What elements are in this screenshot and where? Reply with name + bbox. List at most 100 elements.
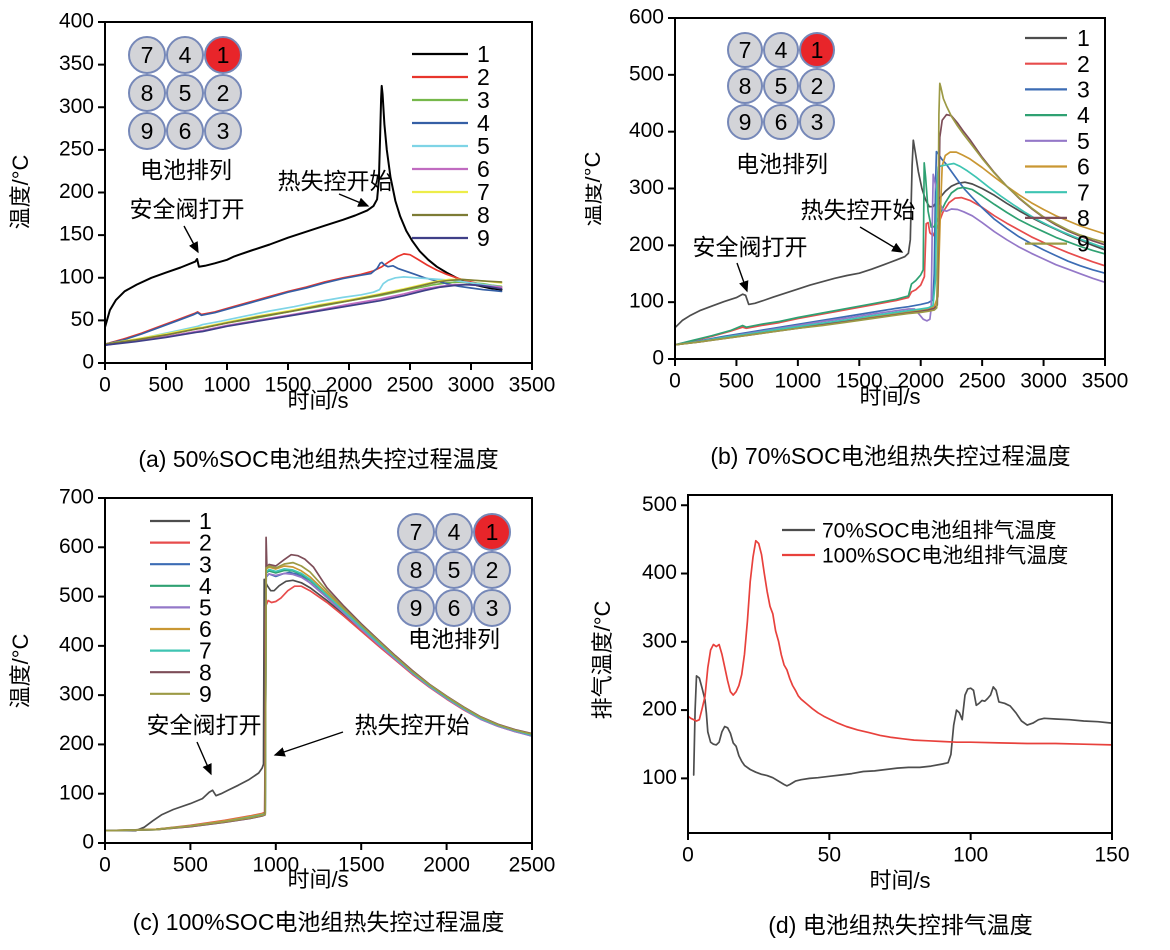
battery-cell-2 bbox=[204, 74, 242, 112]
legend-label: 8 bbox=[1077, 205, 1090, 231]
battery-cell-number: 3 bbox=[811, 109, 824, 135]
legend-label: 70%SOC电池组排气温度 bbox=[822, 519, 1057, 542]
annotation-text: 安全阀打开 bbox=[130, 196, 245, 222]
chart-a-caption: (a) 50%SOC电池组热失控过程温度 bbox=[138, 446, 499, 472]
x-tick-label: 3000 bbox=[1020, 369, 1067, 392]
x-tick-label: 500 bbox=[719, 369, 754, 392]
legend-label: 5 bbox=[1077, 128, 1090, 154]
annotation-text: 热失控开始 bbox=[801, 197, 916, 223]
x-tick-label: 3500 bbox=[1082, 369, 1129, 392]
annotation-text: 安全阀打开 bbox=[693, 234, 808, 260]
annotation-arrow bbox=[273, 731, 344, 757]
battery-cell-number: 9 bbox=[141, 118, 154, 144]
panel-chart-b: 0 500 1000 1500 2000 2500 3000 3500 0 100 200 300 40… bbox=[585, 0, 1170, 475]
plot-border bbox=[104, 497, 533, 844]
battery-cell-4 bbox=[763, 32, 799, 68]
legend-label: 6 bbox=[1077, 154, 1090, 180]
battery-cell-number: 2 bbox=[486, 557, 499, 583]
x-tick-label: 1000 bbox=[252, 853, 299, 876]
series-line-8 bbox=[104, 278, 503, 346]
panel-chart-d: 0 50 100 150 100 200 300 400 500 时间/s 排气温度/°C 70%SO… bbox=[585, 475, 1170, 950]
y-axis-label: 温度/°C bbox=[8, 633, 33, 708]
battery-cell-7 bbox=[397, 513, 435, 551]
battery-cell-6 bbox=[763, 104, 799, 140]
y-axis-label: 排气温度/°C bbox=[590, 600, 615, 719]
legend-label: 5 bbox=[199, 594, 212, 620]
legend-label: 4 bbox=[477, 110, 490, 136]
y-tick-label: 100 bbox=[59, 265, 94, 288]
annotation-text: 热失控开始 bbox=[355, 712, 470, 738]
battery-cell-9 bbox=[128, 112, 166, 150]
y-tick-label: 100 bbox=[59, 781, 94, 804]
x-tick-label: 0 bbox=[682, 843, 694, 866]
battery-cell-number: 1 bbox=[486, 519, 499, 545]
x-tick-label: 2000 bbox=[897, 369, 944, 392]
legend-label: 7 bbox=[1077, 179, 1090, 205]
chart-c-caption: (c) 100%SOC电池组热失控过程温度 bbox=[132, 909, 505, 935]
battery-cell-number: 5 bbox=[179, 80, 192, 106]
x-tick-label: 500 bbox=[173, 853, 208, 876]
chart-b-caption: (b) 70%SOC电池组热失控过程温度 bbox=[710, 443, 1071, 469]
x-axis-label: 时间/s bbox=[859, 384, 920, 409]
y-tick-label: 100 bbox=[629, 290, 664, 313]
y-tick-label: 500 bbox=[629, 62, 664, 85]
series-line-9 bbox=[674, 82, 1106, 346]
annotation-arrow bbox=[859, 226, 904, 253]
battery-cell-8 bbox=[397, 551, 435, 589]
battery-cell-number: 7 bbox=[410, 519, 423, 545]
battery-cell-number: 8 bbox=[410, 557, 423, 583]
y-tick-label: 200 bbox=[59, 180, 94, 203]
x-tick-label: 1500 bbox=[265, 373, 312, 396]
chart-a-plot: 0 500 1000 1500 2000 2500 3000 3500 0 50 100 150 200… bbox=[8, 10, 556, 413]
battery-cell-3 bbox=[204, 112, 242, 150]
legend-label: 2 bbox=[1077, 51, 1090, 77]
battery-cell-number: 5 bbox=[775, 73, 788, 99]
series-line-2 bbox=[687, 539, 1113, 746]
legend-label: 7 bbox=[477, 179, 490, 205]
battery-cell-8 bbox=[727, 68, 763, 104]
battery-cell-5 bbox=[435, 551, 473, 589]
x-tick-label: 2500 bbox=[959, 369, 1006, 392]
y-tick-label: 200 bbox=[629, 233, 664, 256]
y-tick-label: 300 bbox=[642, 629, 677, 652]
battery-cell-number: 2 bbox=[217, 80, 230, 106]
y-tick-label: 300 bbox=[59, 683, 94, 706]
x-tick-label: 2000 bbox=[423, 853, 470, 876]
x-tick-label: 100 bbox=[953, 843, 988, 866]
legend-label: 3 bbox=[199, 551, 212, 577]
legend-label: 3 bbox=[477, 87, 490, 113]
legend-label: 100%SOC电池组排气温度 bbox=[822, 544, 1068, 567]
battery-cell-6 bbox=[166, 112, 204, 150]
legend-label: 4 bbox=[199, 573, 212, 599]
battery-cell-9 bbox=[727, 104, 763, 140]
battery-cell-8 bbox=[128, 74, 166, 112]
series-line-9 bbox=[104, 561, 533, 832]
battery-cell-number: 8 bbox=[739, 73, 752, 99]
y-axis-label: 温度/°C bbox=[585, 151, 605, 226]
annotation-arrow bbox=[196, 741, 212, 776]
x-tick-label: 500 bbox=[148, 373, 183, 396]
legend-label: 6 bbox=[477, 156, 490, 182]
battery-cell-number: 9 bbox=[410, 595, 423, 621]
y-tick-label: 600 bbox=[59, 535, 94, 558]
legend-label: 3 bbox=[1077, 76, 1090, 102]
legend-label: 8 bbox=[199, 659, 212, 685]
annotation-arrow bbox=[338, 193, 370, 207]
x-tick-label: 50 bbox=[818, 843, 841, 866]
battery-cell-9 bbox=[397, 589, 435, 627]
legend-label: 8 bbox=[477, 202, 490, 228]
battery-cell-number: 2 bbox=[811, 73, 824, 99]
x-axis-label: 时间/s bbox=[287, 867, 348, 892]
y-tick-label: 0 bbox=[82, 831, 94, 854]
y-tick-label: 400 bbox=[642, 561, 677, 584]
series-line-5 bbox=[674, 173, 1106, 346]
annotation-arrow bbox=[183, 225, 199, 254]
x-tick-label: 3500 bbox=[509, 373, 556, 396]
y-tick-label: 700 bbox=[59, 486, 94, 509]
chart-c-plot: 0 500 1000 1500 2000 2500 0 100 200 300 400 500 600 7… bbox=[8, 486, 555, 892]
series-line-9 bbox=[104, 283, 503, 346]
y-tick-label: 50 bbox=[71, 308, 94, 331]
y-tick-label: 200 bbox=[642, 698, 677, 721]
battery-cell-number: 8 bbox=[141, 80, 154, 106]
